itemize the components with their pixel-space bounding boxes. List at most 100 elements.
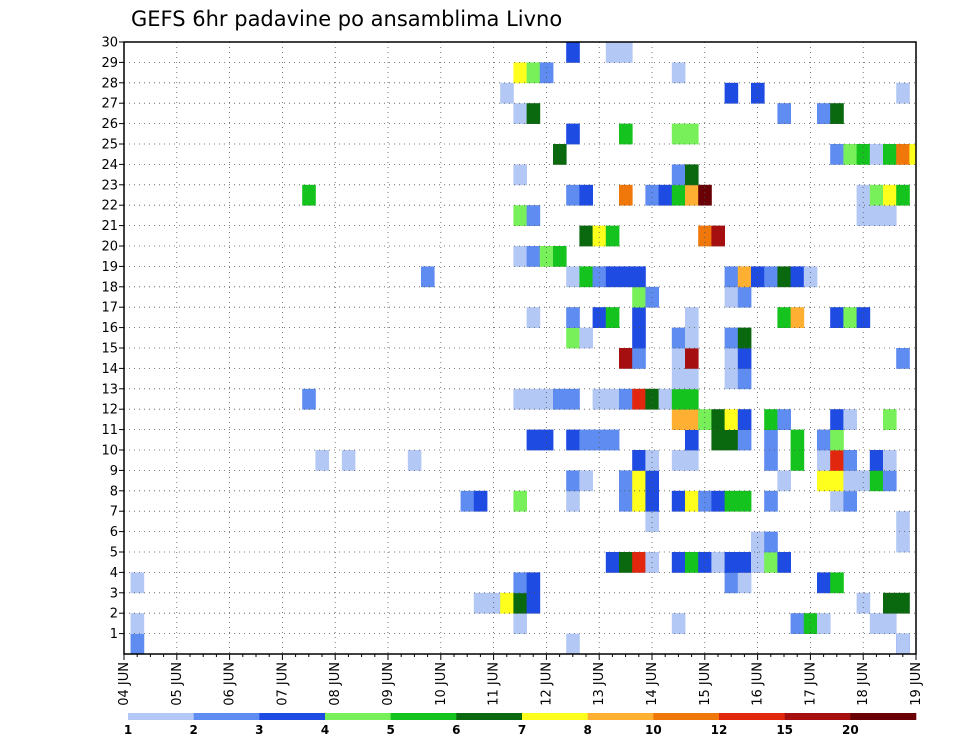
precip-cell xyxy=(487,592,501,614)
colorbar-swatch xyxy=(259,713,326,720)
precip-cell xyxy=(645,388,659,410)
x-tick-label: 18 JUN xyxy=(856,662,871,706)
precip-cell xyxy=(896,348,910,369)
precip-cell xyxy=(619,42,633,63)
x-tick-label: 13 JUN xyxy=(592,662,607,706)
colorbar-swatch xyxy=(128,713,194,720)
precip-cell xyxy=(764,531,778,553)
colorbar-swatch xyxy=(522,713,588,720)
precip-cell xyxy=(698,409,712,430)
precip-cell xyxy=(685,388,699,410)
precip-cell xyxy=(592,429,607,451)
precip-cell xyxy=(130,613,145,634)
precip-cell xyxy=(790,266,805,288)
precip-cell xyxy=(632,327,646,349)
precip-cell xyxy=(711,490,725,512)
y-tick-label: 5 xyxy=(110,546,118,561)
precip-cell xyxy=(856,592,871,614)
precip-cell xyxy=(619,470,633,492)
colorbar-swatch xyxy=(390,713,457,720)
precip-cell xyxy=(539,246,554,267)
y-tick-label: 25 xyxy=(101,138,118,153)
precip-cell xyxy=(566,490,580,512)
precip-cell xyxy=(632,286,646,308)
precip-cell xyxy=(671,164,686,186)
precip-cell xyxy=(830,572,844,594)
precip-cell xyxy=(513,205,527,226)
precip-cell xyxy=(619,388,633,410)
precip-cell xyxy=(566,429,580,451)
precip-cell xyxy=(764,429,778,451)
precip-cell xyxy=(685,307,699,328)
precip-cell xyxy=(777,103,791,124)
colorbar-label: 1 xyxy=(124,723,132,737)
x-tick-label: 06 JUN xyxy=(223,662,238,706)
precip-cell xyxy=(777,42,791,43)
precip-cell xyxy=(737,572,752,594)
precip-cell xyxy=(566,123,580,145)
precip-cell xyxy=(632,552,646,573)
precip-cell xyxy=(579,184,593,206)
x-tick-label: 15 JUN xyxy=(698,662,713,706)
precip-cell xyxy=(883,184,897,206)
colorbar-label: 7 xyxy=(518,723,526,737)
precip-cell xyxy=(724,82,739,104)
precip-cell xyxy=(737,368,752,390)
precip-cell xyxy=(605,42,620,63)
precip-cell xyxy=(724,572,739,594)
precip-cell xyxy=(737,327,752,349)
precip-cell xyxy=(130,572,145,594)
precip-cell xyxy=(605,552,620,573)
precip-cell xyxy=(526,572,541,594)
precip-cell xyxy=(566,633,580,654)
precip-cell xyxy=(883,613,897,634)
y-tick-label: 22 xyxy=(101,199,118,214)
precip-cell xyxy=(869,144,884,165)
precip-cell xyxy=(671,348,686,369)
precip-cell xyxy=(539,388,554,410)
x-tick-label: 08 JUN xyxy=(328,662,343,706)
x-tick-label: 05 JUN xyxy=(170,662,185,706)
grid xyxy=(124,41,917,654)
precip-cell xyxy=(883,144,897,165)
precip-cell xyxy=(724,409,739,430)
precip-cell xyxy=(526,388,541,410)
precip-cell xyxy=(764,409,778,430)
precip-cell xyxy=(685,450,699,471)
y-tick-label: 3 xyxy=(110,586,118,601)
precip-cell xyxy=(645,470,659,492)
precip-cell xyxy=(526,246,541,267)
precip-cell xyxy=(513,388,527,410)
precip-cell xyxy=(698,490,712,512)
precip-cell xyxy=(764,490,778,512)
precip-cell xyxy=(685,123,699,145)
precip-cell xyxy=(685,327,699,349)
y-tick-label: 1 xyxy=(110,627,118,642)
precip-cell xyxy=(724,42,739,43)
precip-cell xyxy=(513,572,527,594)
precip-cell xyxy=(579,470,593,492)
y-tick-label: 19 xyxy=(101,260,118,275)
precip-cell xyxy=(645,490,659,512)
precip-cell xyxy=(685,409,699,430)
precip-cell xyxy=(751,266,765,288)
precip-cell xyxy=(632,490,646,512)
precip-cell xyxy=(737,286,752,308)
precip-cell xyxy=(764,42,778,43)
precip-cell xyxy=(579,266,593,288)
precip-cell xyxy=(830,470,844,492)
precip-cell xyxy=(658,388,673,410)
precip-cell xyxy=(658,184,673,206)
precip-cell xyxy=(830,307,844,328)
precip-cell xyxy=(671,409,686,430)
precip-cell xyxy=(685,552,699,573)
precip-cell xyxy=(302,184,316,206)
precip-cell xyxy=(579,327,593,349)
precip-cell xyxy=(500,592,514,614)
precip-cell xyxy=(790,613,805,634)
precip-cell xyxy=(605,225,620,247)
precip-cell xyxy=(817,572,831,594)
precip-cell xyxy=(513,246,527,267)
precip-cell xyxy=(553,144,567,165)
precip-cell xyxy=(645,450,659,471)
